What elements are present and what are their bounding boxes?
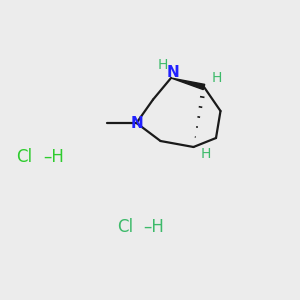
Text: H: H xyxy=(212,71,222,85)
Text: N: N xyxy=(130,116,143,130)
Text: H: H xyxy=(158,58,168,72)
Text: N: N xyxy=(166,65,179,80)
Text: H: H xyxy=(200,148,211,161)
Polygon shape xyxy=(171,78,205,90)
Text: –H: –H xyxy=(43,148,64,166)
Text: –H: –H xyxy=(143,218,164,236)
Text: Cl: Cl xyxy=(16,148,33,166)
Text: Cl: Cl xyxy=(117,218,133,236)
